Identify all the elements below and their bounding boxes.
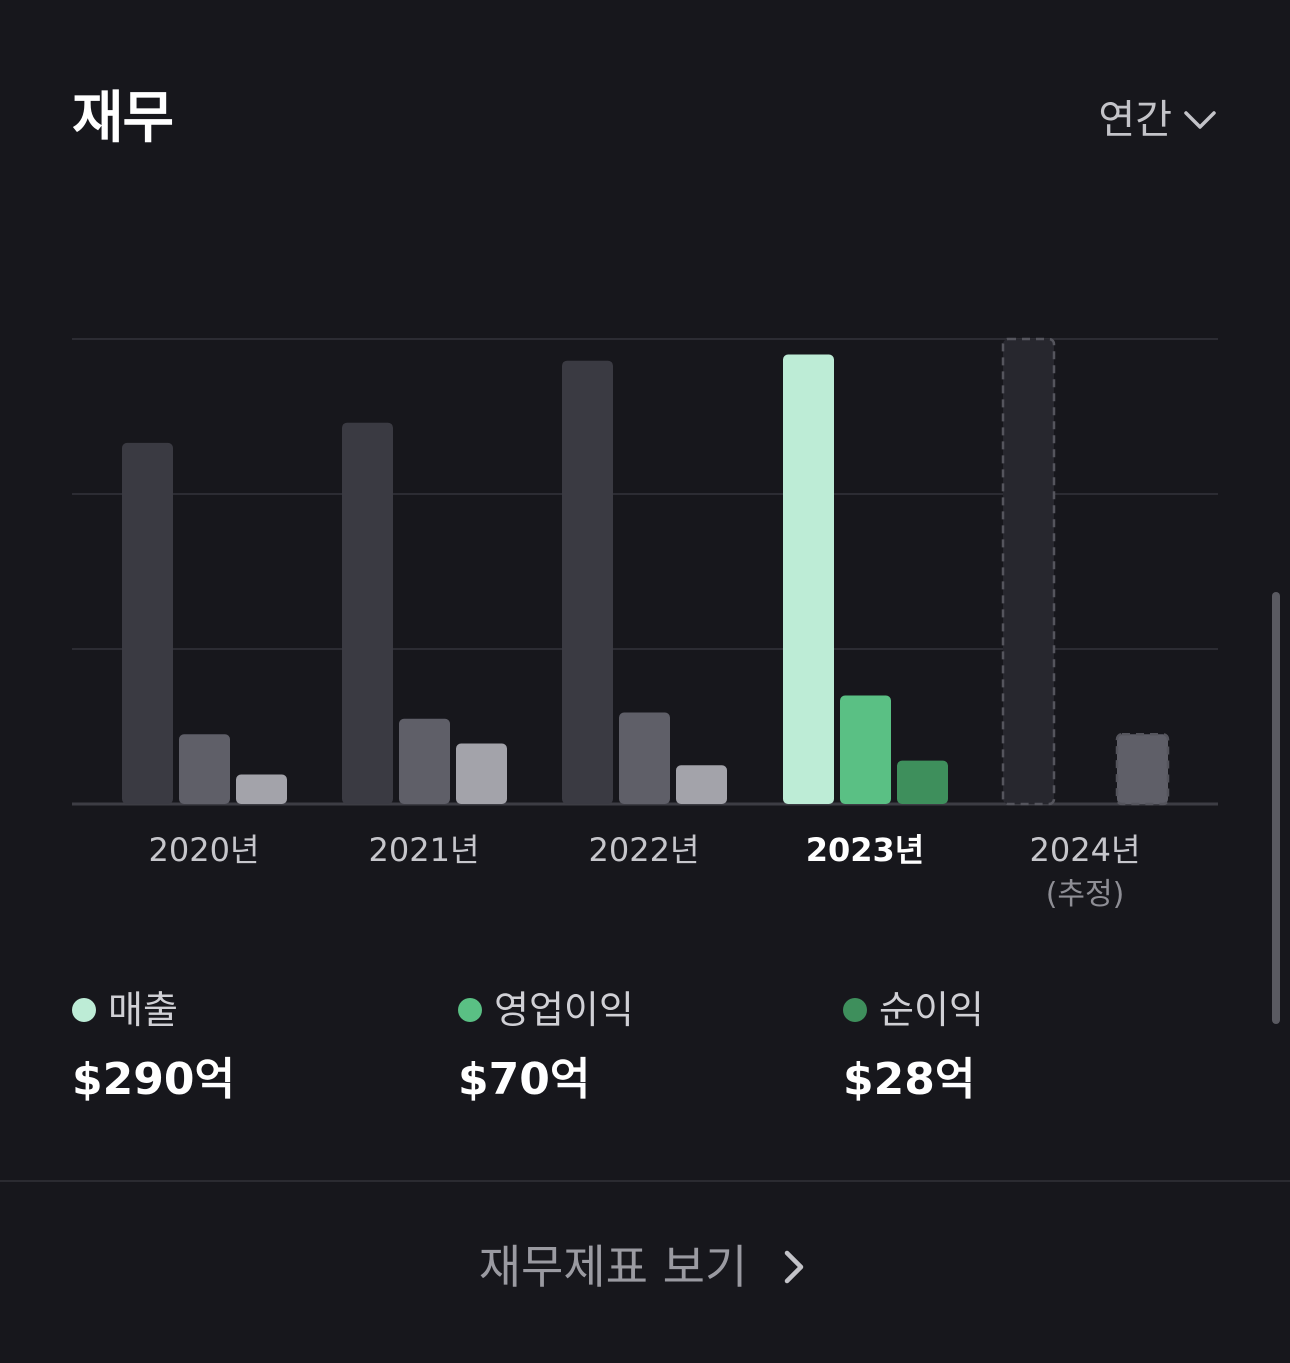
legend-item-revenue: 매출 $290억 [72,985,235,1109]
view-financial-statements-button[interactable]: 재무제표 보기 [0,1232,1290,1302]
bar-net-income-2024년 [1115,733,1170,806]
legend-item-operating-income: 영업이익 $70억 [458,985,634,1109]
x-tick-label: 2022년 [589,831,700,869]
legend-label: 순이익 [879,988,984,1032]
chart-canvas: 2020년 2021년 2022년 2023년 2024년 (추정) [72,337,1218,912]
view-financial-statements-label: 재무제표 보기 [478,1240,748,1294]
x-tick-label: 2021년 [369,831,480,869]
bar-revenue-2020년 [122,442,173,804]
chart-legend: 매출 $290억 영업이익 $70억 순이익 $28억 [72,985,1218,1115]
chevron-right-icon [785,1250,804,1284]
period-label: 연간 [1098,97,1172,143]
period-dropdown[interactable]: 연간 [1098,92,1218,148]
legend-label: 영업이익 [494,988,634,1032]
bar-operating-income-2023년 [840,695,891,804]
bar-net-income-2023년 [897,760,948,804]
section-divider [0,1180,1290,1182]
bar-revenue-2021년 [342,422,393,804]
net-income-dot-icon [843,998,867,1022]
bar-revenue-2022년 [562,360,613,804]
section-title: 재무 [72,86,174,151]
x-tick-label: 2024년 [1030,831,1141,869]
financial-bar-chart: 2020년 2021년 2022년 2023년 2024년 (추정) [0,320,1290,940]
bar-net-income-2022년 [676,765,727,804]
bar-operating-income-2021년 [399,718,450,804]
x-tick-label: 2023년 [806,831,925,869]
legend-value: $290억 [72,1054,235,1105]
legend-value: $70억 [458,1054,591,1105]
bar-operating-income-2020년 [179,734,230,804]
legend-item-net-income: 순이익 $28억 [843,985,984,1109]
x-tick-label: 2020년 [149,831,260,869]
scrollbar[interactable] [1272,592,1280,1024]
operating-income-dot-icon [458,998,482,1022]
legend-value: $28억 [843,1054,976,1105]
legend-label: 매출 [108,988,178,1032]
bar-net-income-2021년 [456,743,507,804]
x-tick-note: (추정) [1046,877,1125,912]
chevron-down-icon [1184,111,1216,129]
bar-revenue-2023년 [783,354,834,804]
bar-operating-income-2022년 [619,712,670,804]
bar-net-income-2020년 [236,774,287,804]
revenue-dot-icon [72,998,96,1022]
bar-revenue-2024년 [1001,337,1056,806]
